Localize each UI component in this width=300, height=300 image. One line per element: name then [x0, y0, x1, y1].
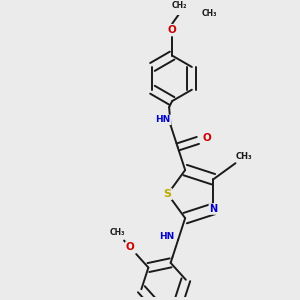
Text: CH₃: CH₃: [109, 228, 125, 237]
Text: HN: HN: [155, 116, 171, 124]
Text: O: O: [126, 242, 134, 252]
Text: HN: HN: [159, 232, 174, 241]
Text: O: O: [168, 25, 176, 35]
Text: CH₃: CH₃: [202, 9, 217, 18]
Text: N: N: [209, 204, 217, 214]
Text: CH₂: CH₂: [172, 1, 188, 10]
Text: CH₃: CH₃: [236, 152, 252, 161]
Text: O: O: [202, 133, 211, 142]
Text: S: S: [164, 189, 172, 199]
